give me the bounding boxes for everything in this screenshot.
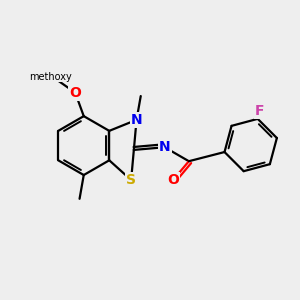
Text: methoxy: methoxy	[29, 72, 72, 82]
Text: O: O	[167, 173, 179, 188]
Text: O: O	[69, 85, 81, 100]
Text: F: F	[255, 104, 265, 118]
Text: N: N	[159, 140, 170, 154]
Text: S: S	[126, 173, 136, 187]
Text: N: N	[131, 113, 142, 127]
